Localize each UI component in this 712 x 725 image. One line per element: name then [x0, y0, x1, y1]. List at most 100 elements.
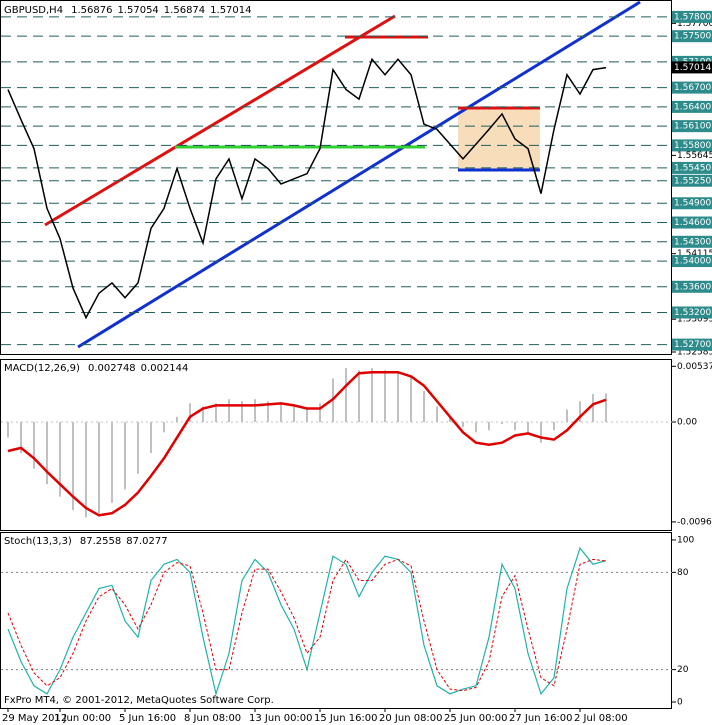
histogram-bar	[163, 421, 165, 433]
histogram-bar	[72, 421, 74, 511]
histogram-bar	[280, 403, 282, 422]
current-price: 1.57014	[674, 63, 711, 73]
histogram-bar	[579, 401, 581, 422]
x-tick-label: 27 Jun 16:00	[509, 713, 573, 724]
copyright: FxPro MT4, © 2001-2012, MetaQuotes Softw…	[4, 695, 274, 706]
histogram-bar	[202, 406, 204, 422]
level-box	[672, 10, 712, 23]
histogram-bar	[540, 421, 542, 443]
series-line	[7, 558, 607, 692]
level-label: 1.56700	[674, 83, 711, 93]
y-tick-label: 80	[677, 568, 689, 578]
readout-value: 0.002748	[88, 363, 136, 374]
histogram-bar	[176, 416, 178, 422]
x-tick-label: 15 Jun 16:00	[314, 713, 378, 724]
level-label: 1.52700	[674, 340, 711, 350]
panel-title: MACD(12,26,9)	[4, 363, 80, 374]
level-box	[672, 139, 712, 152]
x-tick-label: 5 Jun 16:00	[119, 713, 176, 724]
level-box	[672, 174, 712, 187]
level-label: 1.53600	[674, 282, 711, 292]
histogram-bar	[111, 421, 113, 503]
macd-panel	[0, 359, 672, 531]
readout-value: 1.56874	[164, 5, 205, 16]
level-label: 1.54000	[674, 257, 711, 267]
x-tick-label: 25 Jun 00:00	[444, 713, 508, 724]
histogram-bar	[319, 403, 321, 422]
histogram-bar	[449, 416, 451, 422]
histogram-bar	[189, 403, 191, 422]
histogram-bar	[475, 421, 477, 433]
x-tick-label: 1 Jun 00:00	[54, 713, 111, 724]
level-box	[672, 306, 712, 319]
current-price-box	[672, 61, 712, 74]
readout-value: 87.0277	[126, 536, 167, 547]
y-tick-label: 1.53095	[677, 315, 712, 325]
level-box	[672, 120, 712, 133]
histogram-bar	[501, 421, 503, 425]
y-tick-label: 20	[677, 665, 689, 675]
readout-value: 0.002144	[141, 363, 189, 374]
readout-value: 1.57054	[117, 5, 158, 16]
level-box	[672, 235, 712, 248]
histogram-bar	[124, 421, 126, 490]
level-label: 1.56400	[674, 102, 711, 112]
histogram-bar	[215, 403, 217, 422]
level-box	[672, 216, 712, 229]
histogram-bar	[150, 421, 152, 454]
y-tick-label: 0.00537	[677, 362, 712, 372]
histogram-bar	[137, 421, 139, 474]
histogram-bar	[488, 421, 490, 431]
y-tick-label: -0.00964	[677, 517, 712, 527]
level-box	[672, 255, 712, 268]
y-tick-label: 1.52585	[677, 348, 712, 358]
histogram-bar	[410, 375, 412, 422]
histogram-bar	[293, 406, 295, 422]
histogram-bar	[7, 421, 9, 438]
panel-title: GBPUSD,H4	[4, 5, 63, 16]
histogram-bar	[605, 393, 607, 422]
histogram-bar	[527, 421, 529, 435]
x-tick-label: 8 Jun 08:00	[184, 713, 241, 724]
y-tick-label: 0.00	[677, 417, 697, 427]
level-label: 1.56100	[674, 122, 711, 132]
histogram-bar	[384, 370, 386, 422]
price-panel	[0, 0, 672, 355]
histogram-bar	[59, 421, 61, 497]
series-line	[7, 57, 607, 320]
readout-value: 1.56876	[71, 5, 112, 16]
trend-line	[77, 0, 641, 349]
level-label: 1.55800	[674, 141, 711, 151]
y-tick-label: 100	[677, 535, 694, 545]
level-box	[672, 161, 712, 174]
level-box	[672, 338, 712, 351]
level-box	[672, 197, 712, 210]
histogram-bar	[241, 401, 243, 422]
series-line	[7, 546, 607, 697]
histogram-bar	[358, 370, 360, 422]
histogram-bar	[462, 421, 464, 428]
histogram-bar	[98, 421, 100, 514]
level-label: 1.54600	[674, 218, 711, 228]
histogram-bar	[267, 401, 269, 422]
x-tick-label: 29 May 2012	[2, 713, 67, 724]
y-tick-label: 0	[677, 698, 683, 708]
histogram-bar	[553, 421, 555, 431]
level-label: 1.53200	[674, 308, 711, 318]
histogram-bar	[85, 421, 87, 518]
level-label: 1.54300	[674, 237, 711, 247]
panel-title: Stoch(13,3,3)	[4, 536, 72, 547]
histogram-bar	[566, 409, 568, 422]
histogram-bar	[397, 372, 399, 422]
histogram-bar	[423, 390, 425, 422]
histogram-bar	[254, 399, 256, 422]
readout-value: 1.57014	[210, 5, 251, 16]
histogram-bar	[514, 421, 516, 431]
y-tick-label: 1.54115	[677, 249, 712, 259]
histogram-bar	[345, 368, 347, 422]
level-box	[672, 81, 712, 94]
histogram-bar	[592, 394, 594, 422]
histogram-bar	[228, 399, 230, 422]
y-tick-label: 1.55645	[677, 151, 712, 161]
